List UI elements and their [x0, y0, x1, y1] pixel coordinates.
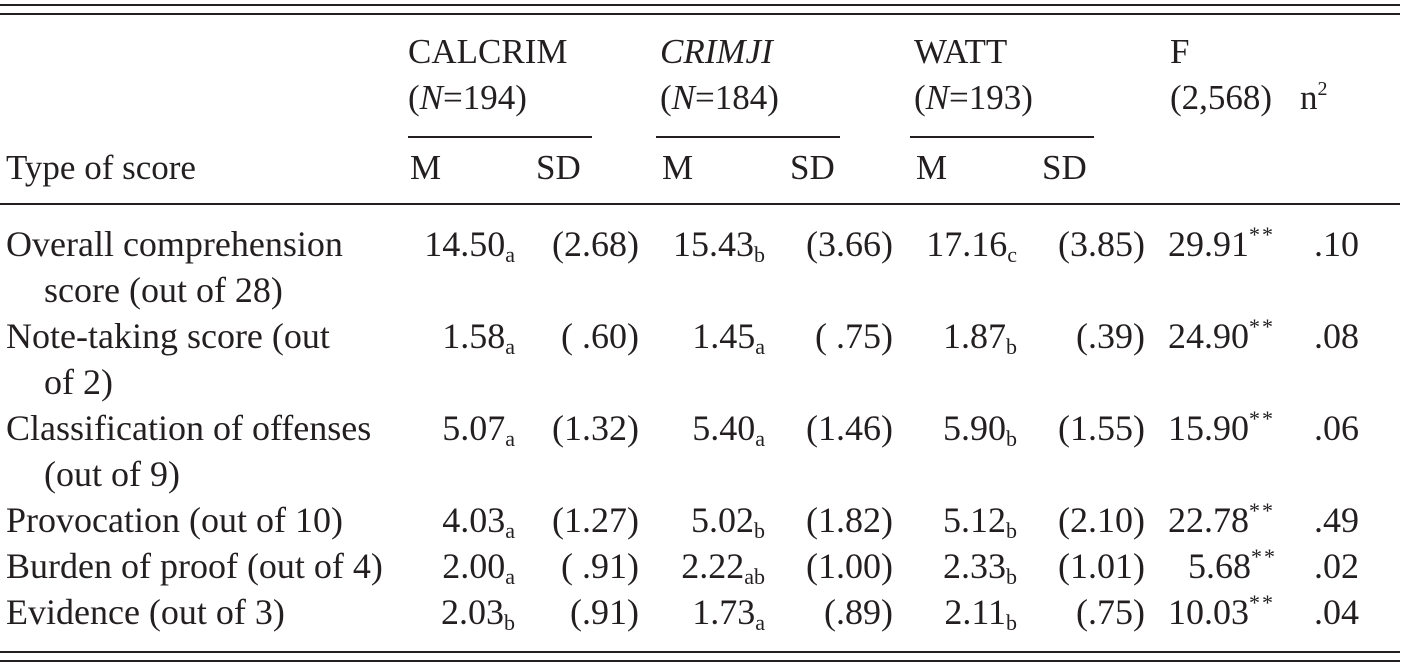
mean-cell: 17.16c — [926, 224, 1017, 267]
header-bottom-rule — [0, 203, 1400, 205]
mean-cell: 5.12b — [943, 500, 1017, 543]
group-rule-watt — [910, 136, 1094, 138]
mean-cell: 1.87b — [943, 316, 1017, 359]
sd-header-calcrim: SD — [536, 148, 581, 187]
f-header-df: (2,568) — [1170, 78, 1273, 117]
sd-cell: (3.85) — [1058, 224, 1145, 264]
sd-cell: (1.32) — [552, 408, 639, 448]
group-rule-calcrim — [408, 136, 592, 138]
row-label: Burden of proof (out of 4) — [6, 546, 383, 586]
f-value-cell: 5.68** — [1188, 544, 1277, 587]
row-label: Evidence (out of 3) — [6, 592, 285, 632]
mean-cell: 1.58a — [442, 316, 515, 359]
top-rule-inner — [0, 13, 1400, 15]
m-header-crimji: M — [662, 148, 694, 187]
row-label: Provocation (out of 10) — [6, 500, 343, 540]
row-label: Classification of offenses — [6, 408, 372, 448]
mean-cell: 5.02b — [691, 500, 765, 543]
eta-cell: .02 — [1314, 546, 1359, 586]
f-header-label: F — [1170, 32, 1190, 71]
group-header-watt-name: WATT — [914, 32, 1008, 71]
mean-cell: 1.73a — [692, 592, 765, 635]
group-header-crimji-n: (N=184) — [660, 78, 779, 117]
bottom-rule-outer — [0, 660, 1400, 662]
mean-cell: 2.11b — [944, 592, 1017, 635]
sd-header-crimji: SD — [790, 148, 835, 187]
row-label-continued: (out of 9) — [44, 454, 180, 494]
f-value-cell: 24.90** — [1168, 314, 1275, 357]
row-label-continued: score (out of 28) — [44, 270, 283, 310]
group-header-calcrim-n: (N=194) — [408, 78, 527, 117]
sd-header-watt: SD — [1042, 148, 1087, 187]
sd-cell: (.89) — [824, 592, 893, 632]
row-label: Note-taking score (out — [6, 316, 330, 356]
mean-cell: 5.07a — [442, 408, 515, 451]
sd-cell: (.39) — [1076, 316, 1145, 356]
mean-cell: 2.33b — [943, 546, 1017, 589]
eta-cell: .04 — [1314, 592, 1359, 632]
row-label-continued: of 2) — [44, 362, 113, 402]
sd-cell: (.91) — [570, 592, 639, 632]
group-header-calcrim-name: CALCRIM — [408, 32, 568, 71]
sd-cell: (1.46) — [806, 408, 893, 448]
sd-cell: (2.10) — [1058, 500, 1145, 540]
mean-cell: 2.03b — [441, 592, 515, 635]
f-value-cell: 22.78** — [1168, 498, 1275, 541]
group-rule-crimji — [656, 136, 840, 138]
group-header-crimji-name: CRIMJI — [660, 32, 773, 71]
mean-cell: 2.00a — [442, 546, 515, 589]
group-header-watt-n: (N=193) — [914, 78, 1033, 117]
mean-cell: 5.40a — [692, 408, 765, 451]
f-value-cell: 10.03** — [1168, 590, 1275, 633]
eta-cell: .10 — [1314, 224, 1359, 264]
sd-cell: (3.66) — [806, 224, 893, 264]
eta-cell: .49 — [1314, 500, 1359, 540]
eta-header: n2 — [1300, 78, 1328, 117]
sd-cell: ( .60) — [561, 316, 639, 356]
sd-cell: (1.82) — [806, 500, 893, 540]
row-label: Overall comprehension — [6, 224, 343, 264]
sd-cell: (.75) — [1076, 592, 1145, 632]
mean-cell: 2.22ab — [681, 546, 765, 589]
sd-cell: (2.68) — [552, 224, 639, 264]
sd-cell: (1.00) — [806, 546, 893, 586]
type-of-score-header: Type of score — [6, 148, 196, 187]
mean-cell: 14.50a — [424, 224, 515, 267]
sd-cell: (1.55) — [1058, 408, 1145, 448]
mean-cell: 4.03a — [442, 500, 515, 543]
eta-cell: .08 — [1314, 316, 1359, 356]
sd-cell: ( .75) — [815, 316, 893, 356]
sd-cell: (1.27) — [552, 500, 639, 540]
m-header-watt: M — [916, 148, 948, 187]
mean-cell: 15.43b — [673, 224, 765, 267]
eta-cell: .06 — [1314, 408, 1359, 448]
f-value-cell: 15.90** — [1168, 406, 1275, 449]
f-value-cell: 29.91** — [1168, 222, 1275, 265]
bottom-rule-inner — [0, 651, 1400, 653]
mean-cell: 5.90b — [943, 408, 1017, 451]
sd-cell: (1.01) — [1058, 546, 1145, 586]
sd-cell: ( .91) — [561, 546, 639, 586]
top-rule-outer — [0, 4, 1400, 6]
mean-cell: 1.45a — [692, 316, 765, 359]
m-header-calcrim: M — [410, 148, 442, 187]
